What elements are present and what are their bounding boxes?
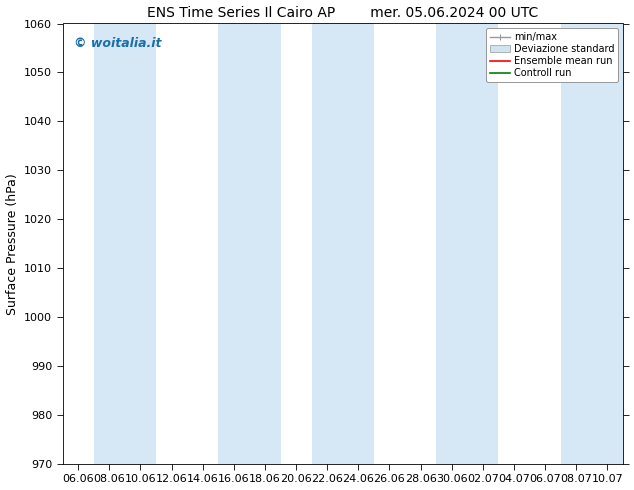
Bar [436, 24, 498, 464]
Bar [560, 24, 623, 464]
Legend: min/max, Deviazione standard, Ensemble mean run, Controll run: min/max, Deviazione standard, Ensemble m… [486, 28, 618, 82]
Bar [94, 24, 156, 464]
Bar [312, 24, 374, 464]
Title: ENS Time Series Il Cairo AP        mer. 05.06.2024 00 UTC: ENS Time Series Il Cairo AP mer. 05.06.2… [147, 5, 538, 20]
Text: © woitalia.it: © woitalia.it [74, 37, 162, 49]
Bar [218, 24, 280, 464]
Y-axis label: Surface Pressure (hPa): Surface Pressure (hPa) [6, 173, 18, 315]
